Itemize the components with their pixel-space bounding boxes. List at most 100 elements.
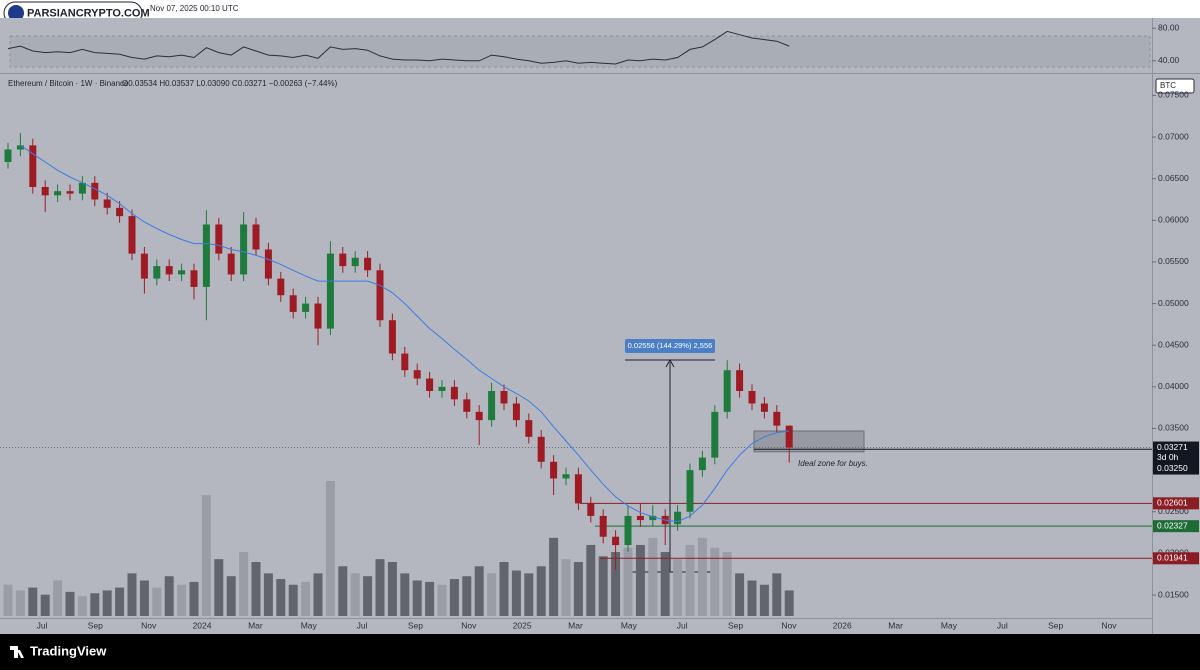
volume-bar — [375, 559, 385, 616]
x-tick-label: Nov — [461, 620, 477, 630]
volume-bar — [697, 537, 707, 616]
volume-bar — [387, 562, 397, 616]
candle-body — [512, 403, 520, 421]
level-tag-bg — [1153, 497, 1199, 510]
volume-bar — [598, 556, 608, 616]
y-tick-label: 0.06500 — [1158, 173, 1189, 183]
volume-bar — [65, 591, 75, 616]
candle-body — [78, 182, 86, 194]
volume-bar — [251, 562, 261, 616]
y-tick-label: 0.04500 — [1158, 339, 1189, 349]
volume-bar — [635, 544, 645, 616]
x-tick-label: Sep — [88, 620, 103, 630]
candle-body — [649, 515, 657, 521]
volume-bar — [524, 573, 534, 616]
candle-body — [401, 353, 409, 371]
y-tick-label: 0.02500 — [1158, 506, 1189, 516]
candle-body — [277, 278, 285, 296]
volume-bar — [53, 580, 63, 616]
x-tick-label: Jul — [357, 620, 368, 630]
buy-zone — [753, 430, 865, 453]
volume-bar — [102, 590, 112, 616]
volume-bar — [152, 587, 162, 616]
y-tick-label: 0.06000 — [1158, 215, 1189, 225]
candle-body — [153, 266, 161, 279]
currency-box — [1155, 78, 1195, 94]
rsi-band — [9, 35, 1151, 68]
x-tick-label: Jul — [677, 620, 688, 630]
volume-bar — [263, 573, 273, 616]
volume-bar — [449, 579, 459, 616]
candle-body — [54, 191, 62, 196]
candle-body — [636, 515, 644, 521]
volume-bar — [499, 562, 509, 616]
candle-body — [599, 515, 607, 537]
candle-body — [66, 191, 74, 194]
buy-zone-label: Ideal zone for buys. — [798, 459, 868, 468]
candle-body — [773, 411, 781, 426]
volume-bar — [511, 570, 521, 616]
volume-bar — [201, 495, 211, 616]
candle-body — [760, 403, 768, 412]
measure-label: 0.02556 (144.29%) 2,556 — [628, 341, 713, 350]
candle-body — [550, 461, 558, 479]
watermark-icon — [8, 5, 24, 21]
x-tick-label: Sep — [408, 620, 423, 630]
candle-body — [686, 470, 694, 512]
volume-bar — [177, 584, 187, 616]
level-tag: 0.02327 — [1157, 520, 1188, 530]
candle-body — [711, 411, 719, 458]
candle-body — [314, 303, 322, 329]
candle-body — [537, 436, 545, 462]
volume-bar — [189, 581, 199, 616]
level-tag: 0.01941 — [1157, 553, 1188, 563]
x-tick-label: Mar — [248, 620, 263, 630]
level-tag-bg — [1153, 462, 1199, 475]
candle-body — [785, 425, 793, 448]
candle-body — [165, 266, 173, 275]
volume-bar — [462, 576, 472, 616]
y-tick-label: 0.07500 — [1158, 90, 1189, 100]
countdown-tag-bg — [1153, 451, 1199, 464]
candle-body — [612, 536, 620, 546]
candle-body — [302, 303, 310, 312]
candle-body — [41, 186, 49, 196]
volume-bar — [784, 590, 794, 616]
measure-label-box — [625, 339, 715, 353]
candle-body — [364, 257, 372, 271]
watermark: PARSIANCRYPTO.COM — [27, 7, 150, 19]
x-tick-label: Mar — [568, 620, 583, 630]
volume-bar — [586, 544, 596, 616]
candle-body — [252, 224, 260, 250]
volume-bar — [301, 581, 311, 616]
candle-body — [202, 224, 210, 287]
volume-bar — [412, 580, 422, 616]
volume-bar — [673, 559, 683, 616]
volume-bar — [127, 573, 137, 616]
level-tag: 0.03250 — [1157, 463, 1188, 473]
volume-bar — [276, 579, 286, 616]
candle-body — [463, 399, 471, 412]
volume-bar — [164, 576, 174, 616]
candle-body — [116, 207, 124, 217]
volume-bar — [573, 562, 583, 616]
volume-bar — [611, 552, 621, 616]
last-price-tag-bg — [1153, 441, 1199, 454]
volume-bar — [772, 573, 782, 616]
candle-body — [29, 145, 37, 187]
rsi-line — [7, 30, 790, 65]
datetime: Nov 07, 2025 00:10 UTC — [150, 4, 239, 13]
measure-arrowhead — [665, 358, 675, 368]
x-tick-label: Nov — [781, 620, 797, 630]
candle-body — [500, 391, 508, 404]
candle-body — [140, 253, 148, 279]
y-tick-label: 0.04000 — [1158, 381, 1189, 391]
x-tick-label: Nov — [141, 620, 157, 630]
x-tick-label: 2024 — [193, 620, 212, 630]
x-tick-label: May — [941, 620, 958, 630]
candle-body — [624, 515, 632, 546]
candle-body — [128, 216, 136, 254]
candle-body — [16, 145, 24, 150]
candle-body — [587, 503, 595, 516]
